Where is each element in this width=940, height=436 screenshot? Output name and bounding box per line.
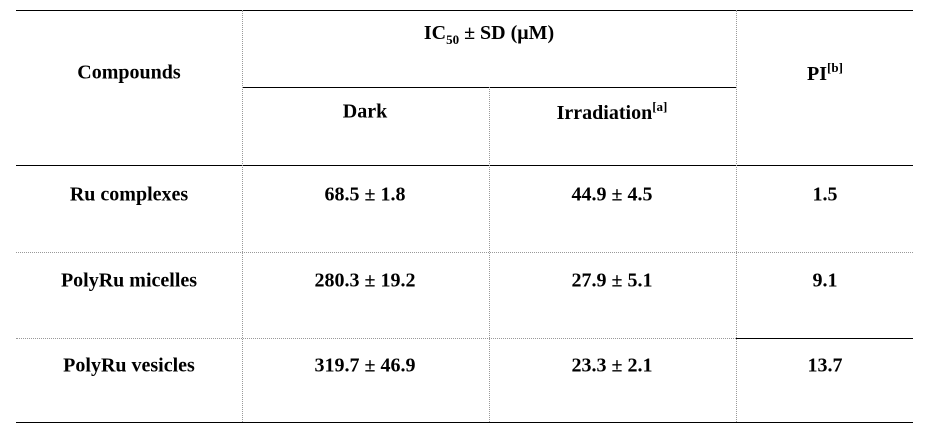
pi-value: 9.1 — [812, 269, 838, 292]
compound-name: Ru complexes — [69, 183, 189, 206]
irradiation-value: 23.3 ± 2.1 — [571, 354, 653, 377]
pi-value: 13.7 — [807, 354, 843, 377]
dark-value: 319.7 ± 46.9 — [314, 354, 416, 377]
rule — [16, 10, 913, 11]
header-ic50-rest: ± SD (μM) — [459, 22, 555, 44]
rule — [736, 338, 913, 339]
header-dark: Dark — [342, 100, 388, 123]
dotted-rule — [16, 252, 913, 253]
header-ic50: IC50 ± SD (μM) — [424, 22, 554, 48]
header-irradiation: Irradiation[a] — [557, 99, 668, 125]
dark-value: 68.5 ± 1.8 — [324, 183, 406, 206]
dark-value: 280.3 ± 19.2 — [314, 269, 416, 292]
header-ic50-sub: 50 — [446, 32, 460, 47]
column-divider — [736, 10, 737, 422]
header-pi: PI[b] — [807, 60, 843, 86]
rule — [16, 422, 913, 423]
irradiation-value: 27.9 ± 5.1 — [571, 269, 653, 292]
header-compounds: Compounds — [77, 61, 181, 84]
rule — [16, 165, 913, 166]
header-pi-text: PI — [807, 62, 828, 85]
compound-name: PolyRu vesicles — [63, 354, 195, 377]
column-divider — [242, 10, 243, 422]
compound-name: PolyRu micelles — [60, 269, 198, 292]
irradiation-value: 44.9 ± 4.5 — [571, 183, 653, 206]
pi-value: 1.5 — [812, 183, 838, 206]
dotted-rule — [16, 338, 736, 339]
column-divider — [489, 87, 490, 422]
header-irradiation-sup: [a] — [652, 99, 668, 115]
header-irradiation-text: Irradiation — [556, 101, 653, 124]
header-pi-sup: [b] — [827, 60, 843, 76]
header-ic50-text: IC — [423, 22, 447, 44]
